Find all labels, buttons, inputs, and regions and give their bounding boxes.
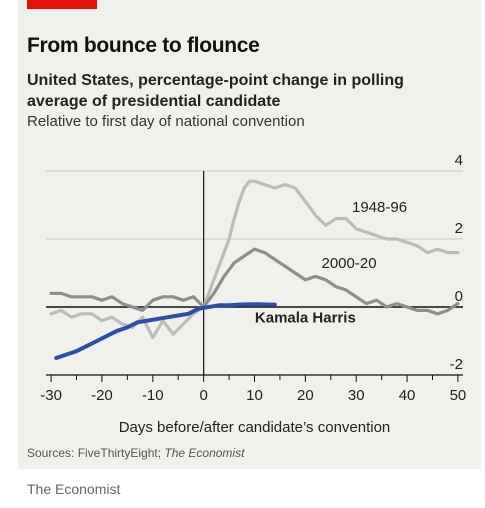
y-tick-label: 2 [455,220,463,237]
x-tick-label: 10 [246,387,263,404]
y-tick-label: -2 [450,356,463,373]
x-axis [46,374,463,382]
chart-title: From bounce to flounce [27,34,260,57]
series-label: 1948-96 [352,199,407,216]
x-tick-label: -20 [91,387,113,404]
x-tick-label: 0 [199,387,207,404]
chart-panel [18,0,481,469]
series-line-kamala-harris [54,302,277,360]
y-tick-label: 0 [455,288,463,305]
x-tick-label: 20 [297,387,314,404]
credit-text: The Economist [27,481,121,497]
series-label: Kamala Harris [255,309,356,326]
series-lines [49,179,460,360]
sources-italic: The Economist [164,446,245,460]
chart-subtitle: United States, percentage-point change i… [27,72,404,110]
series-label: 2000-20 [321,255,376,272]
y-tick-label: 4 [455,152,463,169]
sources-line: Sources: FiveThirtyEight; The Economist [27,446,244,460]
x-tick-label: -30 [40,387,62,404]
x-axis-title: Days before/after candidate’s convention [119,419,391,436]
brand-accent-bar [27,0,97,9]
series-line-2000-20 [49,247,460,316]
x-tick-label: 30 [348,387,365,404]
x-tick-label: 40 [399,387,416,404]
x-tick-label: -10 [142,387,164,404]
chart-note: Relative to first day of national conven… [27,113,305,130]
x-tick-label: 50 [450,387,467,404]
sources-prefix: Sources: FiveThirtyEight; [27,446,165,460]
